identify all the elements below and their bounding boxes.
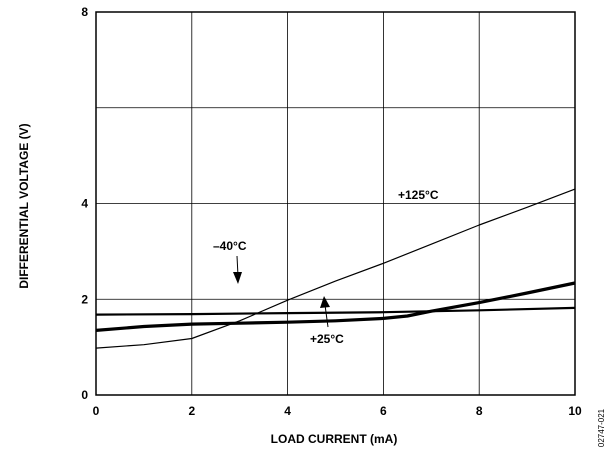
x-tick-label: 4	[284, 404, 291, 418]
annotation-25c: +25°C	[310, 332, 344, 346]
y-tick-label: 8	[81, 5, 88, 19]
x-tick-label: 6	[380, 404, 387, 418]
x-tick-label: 0	[93, 404, 100, 418]
plot-frame	[95, 11, 576, 396]
grid-lines	[96, 12, 575, 395]
annotation-125c: +125°C	[398, 188, 439, 202]
series-line-1	[95, 306, 576, 316]
x-axis-label: LOAD CURRENT (mA)	[271, 432, 398, 446]
x-tick-label: 8	[476, 404, 483, 418]
series-group	[95, 188, 576, 349]
series-line-2	[95, 281, 576, 332]
arrow-minus40c	[233, 255, 242, 284]
x-tick-label: 10	[568, 404, 582, 418]
annotation-minus40c: –40°C	[213, 239, 247, 253]
figure-id: 02747-021	[597, 408, 606, 447]
y-axis-label: DIFFERENTIAL VOLTAGE (V)	[17, 123, 31, 288]
y-tick-label: 4	[81, 197, 88, 211]
x-tick-label: 2	[188, 404, 195, 418]
arrow-25c	[320, 296, 330, 328]
series-line-0	[95, 188, 576, 349]
tick-labels: 0 2 4 6 8 10 0 2 4 8	[81, 5, 582, 418]
y-tick-label: 2	[81, 292, 88, 306]
y-tick-label: 0	[81, 388, 88, 402]
